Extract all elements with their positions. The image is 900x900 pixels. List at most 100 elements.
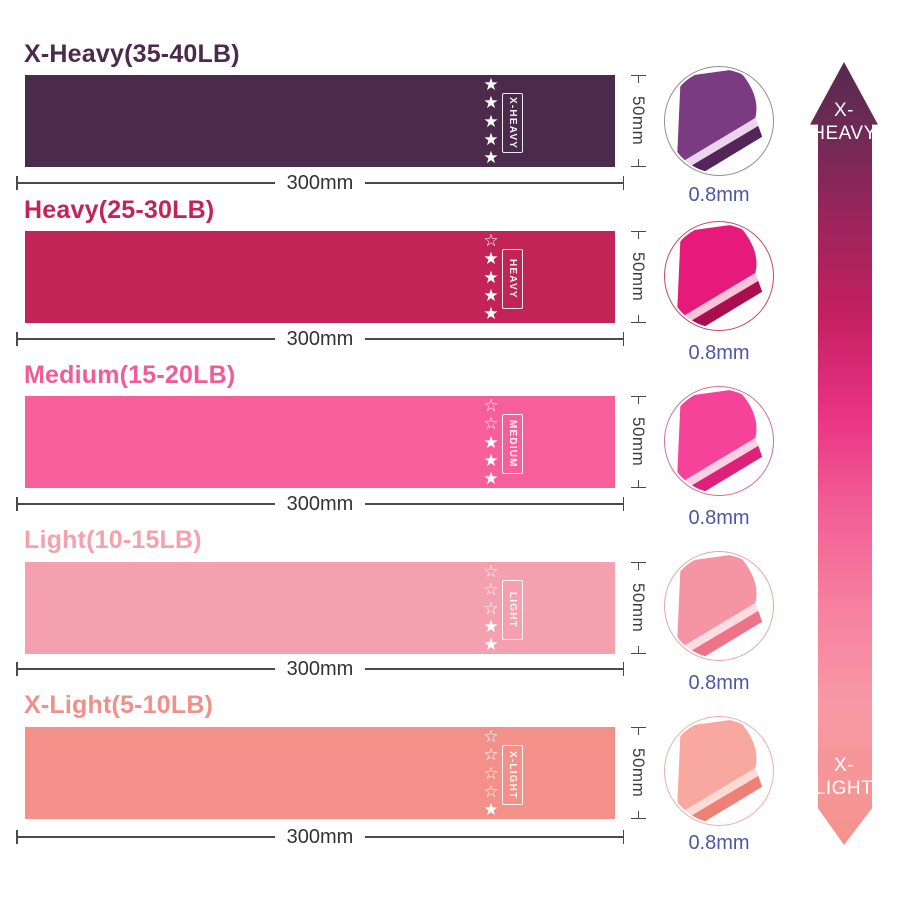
star-icon: ★: [483, 249, 499, 269]
star-icon: ★: [483, 267, 499, 287]
folded-band-illustration: [676, 68, 763, 174]
star-icon: ☆: [483, 231, 499, 250]
star-icon: ★: [483, 285, 499, 305]
resistance-band-light: ☆ ☆ ☆ ★ ★ LIGHT: [25, 562, 615, 654]
star-icon: ★: [483, 129, 499, 149]
star-icon: ☆: [483, 396, 499, 415]
star-icon: ★: [483, 469, 499, 488]
band-title-light: Light(10-15LB): [24, 526, 202, 554]
dimension-tick: [16, 497, 18, 511]
dimension-tick-top: [630, 562, 646, 570]
dimension-tick-top: [630, 396, 646, 404]
star-icon: ★: [483, 450, 499, 470]
dimension-line: [17, 503, 275, 505]
width-label: 300mm: [286, 826, 354, 848]
band-label-box: X-HEAVY: [502, 93, 523, 153]
dimension-tick-bottom: [630, 645, 646, 654]
dimension-line: [365, 836, 623, 838]
width-label: 300mm: [286, 172, 354, 194]
thickness-label: 0.8mm: [688, 672, 750, 694]
dimension-tick-top: [630, 75, 646, 83]
band-label: HEAVY: [507, 259, 518, 299]
width-label: 300mm: [286, 658, 354, 680]
dimension-tick-top: [630, 727, 646, 735]
star-rating: ☆ ☆ ★ ★ ★: [480, 397, 502, 487]
dimension-line: [17, 182, 275, 184]
dimension-tick: [16, 830, 18, 844]
width-dimension: 300mm: [16, 494, 625, 514]
thickness-photo: [664, 386, 774, 496]
height-label: 50mm: [629, 417, 648, 467]
width-label: 300mm: [286, 328, 354, 350]
star-rating: ☆ ☆ ☆ ☆ ★: [480, 728, 502, 818]
thickness-photo: [664, 716, 774, 826]
dimension-tick-top: [630, 231, 646, 239]
star-rating: ☆ ★ ★ ★ ★: [480, 232, 502, 322]
star-icon: ☆: [483, 598, 499, 618]
height-dimension: 50mm: [625, 75, 651, 167]
thickness-photo: [664, 551, 774, 661]
thickness-photo: [664, 66, 774, 176]
star-icon: ★: [483, 635, 499, 654]
dimension-tick: [16, 662, 18, 676]
arrow-label-xheavy: X- HEAVY: [810, 100, 878, 146]
star-rating: ☆ ☆ ☆ ★ ★: [480, 563, 502, 653]
dimension-line: [365, 182, 623, 184]
dimension-tick: [622, 332, 625, 346]
dimension-tick: [16, 176, 18, 190]
band-label: X-HEAVY: [507, 96, 518, 150]
dimension-tick-bottom: [630, 479, 646, 488]
arrow-label-xlight: X- LIGHT: [810, 755, 878, 801]
star-icon: ★: [483, 75, 499, 94]
height-dimension: 50mm: [625, 562, 651, 654]
height-dimension: 50mm: [625, 396, 651, 488]
star-icon: ☆: [483, 781, 499, 801]
band-label-box: X-LIGHT: [502, 745, 523, 805]
thickness-label: 0.8mm: [688, 342, 750, 364]
height-label: 50mm: [629, 252, 648, 302]
resistance-band-xlight: ☆ ☆ ☆ ☆ ★ X-LIGHT: [25, 727, 615, 819]
star-rating: ★ ★ ★ ★ ★: [480, 76, 502, 166]
height-dimension: 50mm: [625, 727, 651, 819]
resistance-band-xheavy: ★ ★ ★ ★ ★ X-HEAVY: [25, 75, 615, 167]
band-label-box: LIGHT: [502, 580, 523, 640]
arrow-label-line: LIGHT: [814, 778, 874, 800]
thickness-label: 0.8mm: [688, 184, 750, 206]
width-dimension: 300mm: [16, 826, 625, 848]
height-label: 50mm: [629, 748, 648, 798]
folded-band-illustration: [676, 388, 763, 494]
height-label: 50mm: [629, 96, 648, 146]
resistance-gradient-arrow: X- HEAVY X- LIGHT: [810, 62, 878, 845]
band-label-box: HEAVY: [502, 249, 523, 309]
star-icon: ☆: [483, 580, 499, 600]
star-icon: ☆: [483, 414, 499, 434]
dimension-tick-bottom: [630, 158, 646, 167]
thickness-label: 0.8mm: [688, 507, 750, 529]
band-title-xlight: X-Light(5-10LB): [24, 691, 214, 719]
dimension-tick-bottom: [630, 314, 646, 323]
dimension-line: [365, 668, 623, 670]
star-icon: ★: [483, 800, 499, 819]
star-icon: ☆: [483, 745, 499, 765]
band-title-xheavy: X-Heavy(35-40LB): [24, 40, 240, 68]
band-label: MEDIUM: [507, 420, 518, 468]
dimension-line: [365, 338, 623, 340]
height-dimension: 50mm: [625, 231, 651, 323]
arrow-label-line: HEAVY: [811, 122, 877, 144]
star-icon: ☆: [483, 562, 499, 581]
dimension-tick: [622, 662, 625, 676]
band-label: LIGHT: [507, 592, 518, 628]
band-label-box: MEDIUM: [502, 414, 523, 474]
folded-band-illustration: [676, 718, 763, 824]
star-icon: ★: [483, 93, 499, 113]
dimension-tick: [622, 497, 625, 511]
arrow-label-line: X-: [834, 755, 854, 777]
dimension-tick-bottom: [630, 810, 646, 819]
dimension-tick: [622, 830, 625, 844]
width-dimension: 300mm: [16, 172, 625, 194]
band-label: X-LIGHT: [507, 750, 518, 800]
arrow-label-line: X-: [834, 100, 854, 121]
dimension-line: [17, 338, 275, 340]
star-icon: ★: [483, 148, 499, 167]
width-dimension: 300mm: [16, 328, 625, 350]
